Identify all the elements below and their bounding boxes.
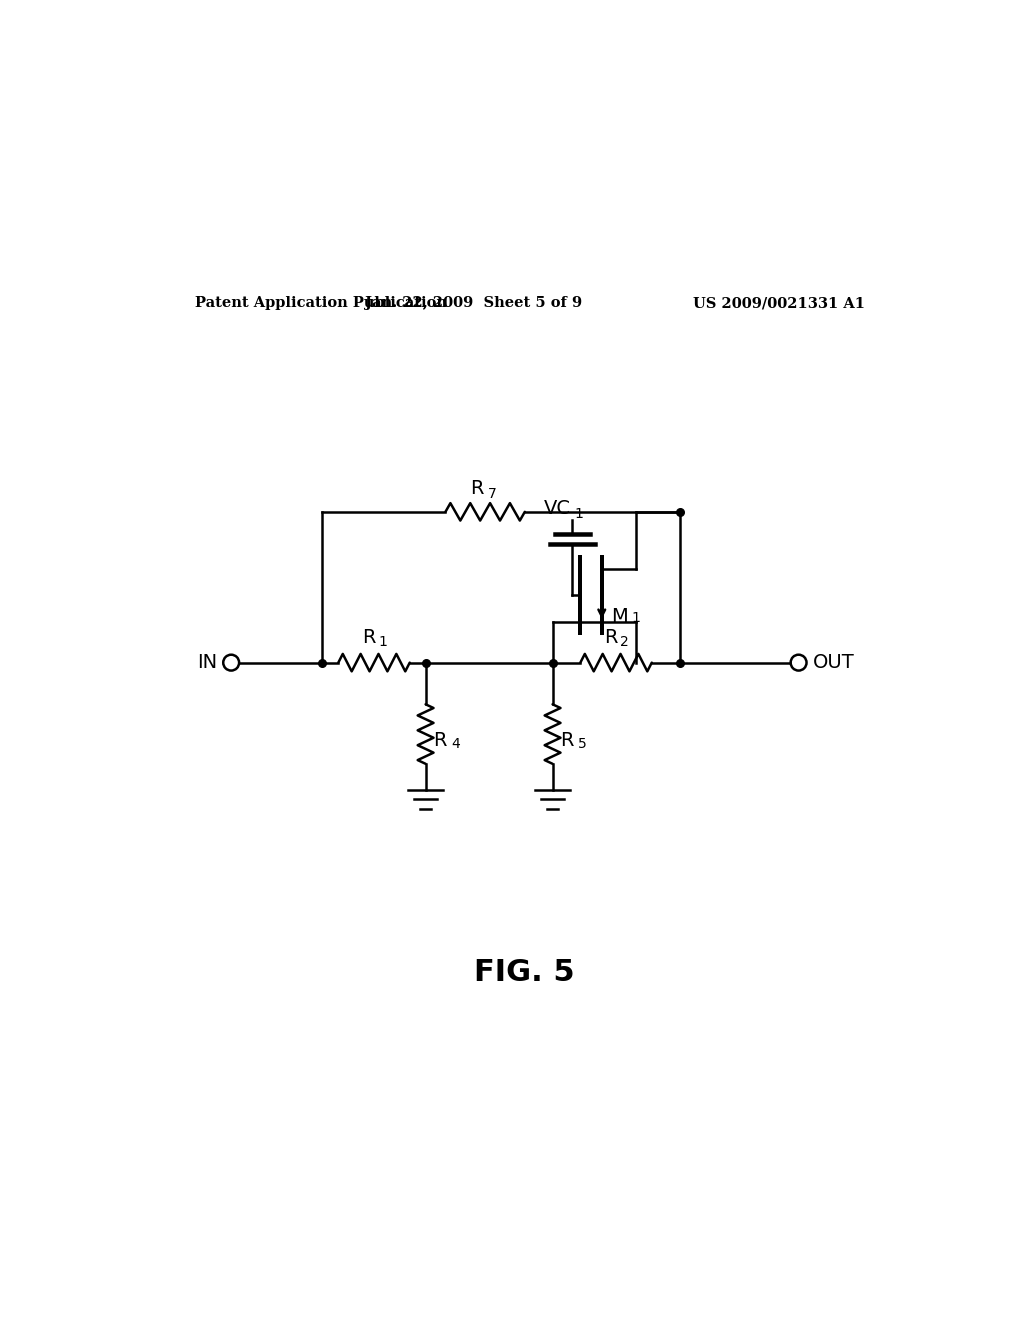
- Text: R: R: [560, 731, 574, 750]
- Text: R: R: [604, 628, 617, 647]
- Text: 1: 1: [378, 635, 387, 649]
- Text: 5: 5: [578, 738, 587, 751]
- Text: R: R: [470, 479, 483, 498]
- Text: 2: 2: [620, 635, 629, 649]
- Text: US 2009/0021331 A1: US 2009/0021331 A1: [693, 296, 864, 310]
- Text: R: R: [433, 731, 447, 750]
- Text: M: M: [611, 607, 628, 626]
- Text: 1: 1: [574, 507, 583, 520]
- Text: OUT: OUT: [813, 653, 855, 672]
- Text: Jan. 22, 2009  Sheet 5 of 9: Jan. 22, 2009 Sheet 5 of 9: [365, 296, 582, 310]
- Text: FIG. 5: FIG. 5: [474, 957, 575, 986]
- Text: R: R: [362, 628, 376, 647]
- Text: 1: 1: [632, 611, 641, 626]
- Text: 7: 7: [488, 487, 497, 500]
- Text: VC: VC: [544, 499, 570, 519]
- Text: IN: IN: [197, 653, 217, 672]
- Text: 4: 4: [451, 738, 460, 751]
- Text: Patent Application Publication: Patent Application Publication: [196, 296, 447, 310]
